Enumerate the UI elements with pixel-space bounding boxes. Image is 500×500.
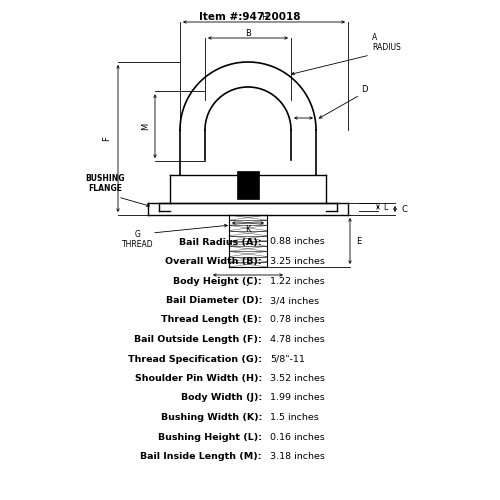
Text: Bail Outside Length (F):: Bail Outside Length (F): <box>134 335 262 344</box>
Text: B: B <box>245 28 251 38</box>
Text: A
RADIUS: A RADIUS <box>372 32 401 52</box>
Text: J: J <box>247 276 249 285</box>
Text: 5/8"-11: 5/8"-11 <box>270 354 305 364</box>
Text: 0.78 inches: 0.78 inches <box>270 316 325 324</box>
Text: D: D <box>361 85 368 94</box>
Text: 0.16 inches: 0.16 inches <box>270 432 325 442</box>
Text: Thread Specification (G):: Thread Specification (G): <box>128 354 262 364</box>
Text: Bushing Height (L):: Bushing Height (L): <box>158 432 262 442</box>
Text: BUSHING
FLANGE: BUSHING FLANGE <box>85 174 125 193</box>
Text: C: C <box>401 204 407 214</box>
Polygon shape <box>237 171 259 199</box>
Text: 3.52 inches: 3.52 inches <box>270 374 325 383</box>
Text: Body Width (J):: Body Width (J): <box>181 394 262 402</box>
Text: M: M <box>141 122 150 130</box>
Text: Shoulder Pin Width (H):: Shoulder Pin Width (H): <box>135 374 262 383</box>
Text: Thread Length (E):: Thread Length (E): <box>162 316 262 324</box>
Text: 0.88 inches: 0.88 inches <box>270 238 325 246</box>
Text: Bail Radius (A):: Bail Radius (A): <box>180 238 262 246</box>
Text: G
THREAD: G THREAD <box>122 230 154 250</box>
Text: 3.18 inches: 3.18 inches <box>270 452 325 461</box>
Text: 1.99 inches: 1.99 inches <box>270 394 325 402</box>
Text: L: L <box>383 202 387 211</box>
Text: Item #:94720018: Item #:94720018 <box>199 12 301 22</box>
Text: Bail Inside Length (M):: Bail Inside Length (M): <box>140 452 262 461</box>
Text: Bail Diameter (D):: Bail Diameter (D): <box>166 296 262 305</box>
Text: 3.25 inches: 3.25 inches <box>270 257 325 266</box>
Text: K: K <box>245 224 251 234</box>
Text: E: E <box>356 236 361 246</box>
Text: 1.22 inches: 1.22 inches <box>270 276 325 285</box>
Text: F: F <box>102 136 111 141</box>
Text: Body Height (C):: Body Height (C): <box>174 276 262 285</box>
Text: Bushing Width (K):: Bushing Width (K): <box>160 413 262 422</box>
Text: H: H <box>261 12 267 22</box>
Text: 1.5 inches: 1.5 inches <box>270 413 319 422</box>
Text: 4.78 inches: 4.78 inches <box>270 335 325 344</box>
Text: Overall Width (B):: Overall Width (B): <box>166 257 262 266</box>
Text: 3/4 inches: 3/4 inches <box>270 296 319 305</box>
